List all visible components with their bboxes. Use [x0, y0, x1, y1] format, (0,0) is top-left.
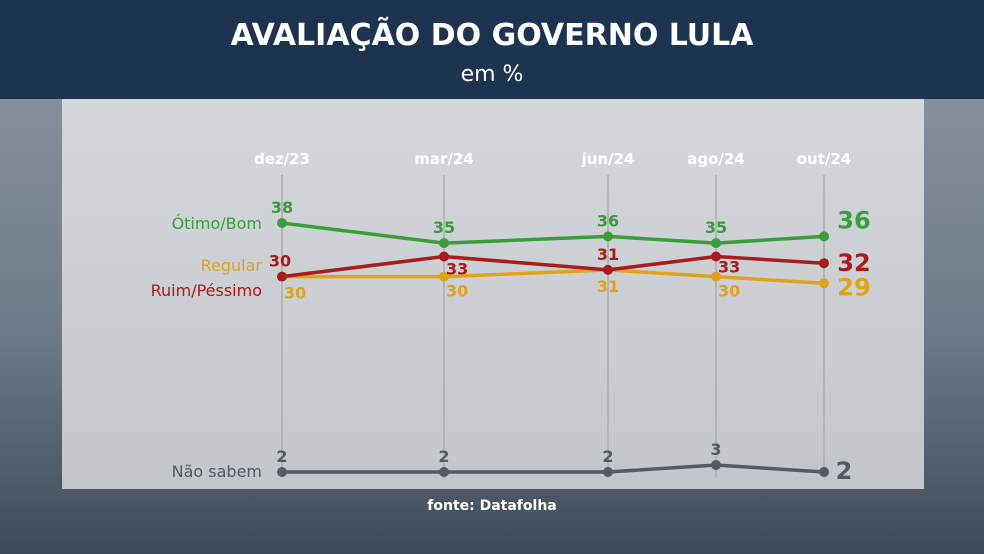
x-tick-label: dez/23 — [254, 150, 310, 168]
series-line — [281, 221, 825, 245]
data-point — [603, 231, 613, 242]
data-point — [439, 238, 449, 249]
header: AVALIAÇÃO DO GOVERNO LULA em % — [0, 0, 984, 99]
data-label: 3 — [710, 440, 721, 459]
data-label: 32 — [837, 249, 870, 277]
source-note: fonte: Datafolha — [427, 498, 557, 514]
data-point — [439, 271, 449, 282]
chart-panel — [62, 99, 924, 489]
data-point — [819, 467, 829, 477]
data-point — [711, 271, 721, 282]
data-point — [819, 231, 829, 242]
data-label: 2 — [602, 447, 613, 466]
x-tick-label: jun/24 — [581, 150, 635, 168]
data-label: 36 — [837, 206, 870, 234]
x-tick-label: ago/24 — [687, 150, 745, 168]
data-point — [603, 264, 613, 275]
data-point — [819, 278, 829, 289]
legend-label: Ótimo/Bom — [172, 214, 262, 233]
data-point — [277, 271, 287, 282]
data-label: 35 — [433, 218, 455, 237]
legend-label: Não sabem — [172, 462, 262, 481]
data-label: 30 — [269, 252, 291, 271]
data-point — [277, 218, 287, 228]
data-label: 31 — [597, 245, 619, 264]
series-line — [282, 268, 825, 286]
data-label: 33 — [718, 258, 740, 277]
data-label: 2 — [836, 457, 853, 485]
chart-subtitle: em % — [460, 62, 524, 87]
legend-label: Ruim/Péssimo — [151, 281, 262, 300]
data-label: 31 — [597, 277, 619, 296]
data-point — [819, 258, 829, 269]
data-label: 36 — [597, 211, 619, 230]
data-label: 2 — [276, 447, 287, 466]
data-point — [439, 467, 449, 477]
data-label: 2 — [438, 447, 449, 466]
data-point — [439, 251, 449, 262]
data-point — [711, 238, 721, 249]
data-label: 38 — [271, 198, 293, 217]
data-label: 30 — [718, 282, 740, 301]
data-point — [711, 460, 721, 470]
data-point — [277, 467, 287, 477]
legend-label: Regular — [201, 256, 263, 275]
data-label: 29 — [837, 273, 870, 301]
data-label: 30 — [284, 284, 306, 303]
data-label: 30 — [446, 282, 468, 301]
data-label: 33 — [446, 260, 468, 279]
data-point — [603, 467, 613, 477]
data-point — [711, 251, 721, 262]
chart-title: AVALIAÇÃO DO GOVERNO LULA — [230, 18, 754, 53]
data-label: 35 — [705, 218, 727, 237]
x-tick-label: out/24 — [797, 150, 852, 168]
series-line — [282, 463, 825, 474]
x-tick-label: mar/24 — [414, 150, 474, 168]
